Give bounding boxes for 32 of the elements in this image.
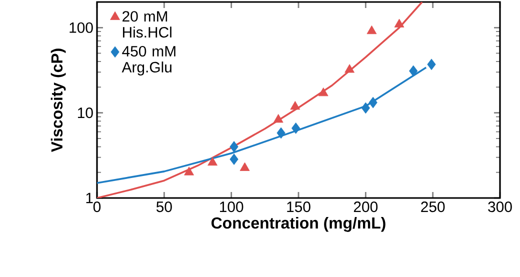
y-tick-label: 10 <box>78 108 93 118</box>
y-tick-label: 1 <box>86 192 93 204</box>
legend-label: 20 mM His.HCl <box>122 11 172 38</box>
point <box>366 25 377 34</box>
point <box>240 162 250 171</box>
point <box>409 65 418 77</box>
point <box>290 101 300 110</box>
point <box>318 88 328 96</box>
x-tick-label: 250 <box>421 202 445 212</box>
x-tick-label: 0 <box>93 202 101 212</box>
point <box>276 127 286 139</box>
point <box>368 96 378 108</box>
y-axis-title: Viscosity (cP) <box>50 48 66 152</box>
legend-label: 450 mM Arg.Glu <box>122 46 176 76</box>
y-tick-label: 100 <box>70 22 93 33</box>
point <box>208 156 218 166</box>
point <box>361 102 370 114</box>
point <box>230 154 238 165</box>
point <box>273 114 284 123</box>
point <box>394 18 404 28</box>
line-series <box>97 2 423 198</box>
x-tick-label: 200 <box>354 202 378 212</box>
point <box>344 64 354 73</box>
x-tick-label: 100 <box>220 202 244 212</box>
point <box>230 141 238 152</box>
point <box>292 122 300 134</box>
point <box>184 166 194 176</box>
x-tick-label: 300 <box>488 202 512 212</box>
point <box>427 58 436 70</box>
x-axis-title: Concentration (mg/mL) <box>211 216 386 232</box>
x-tick-label: 50 <box>156 202 172 212</box>
x-tick-label: 150 <box>287 202 310 212</box>
